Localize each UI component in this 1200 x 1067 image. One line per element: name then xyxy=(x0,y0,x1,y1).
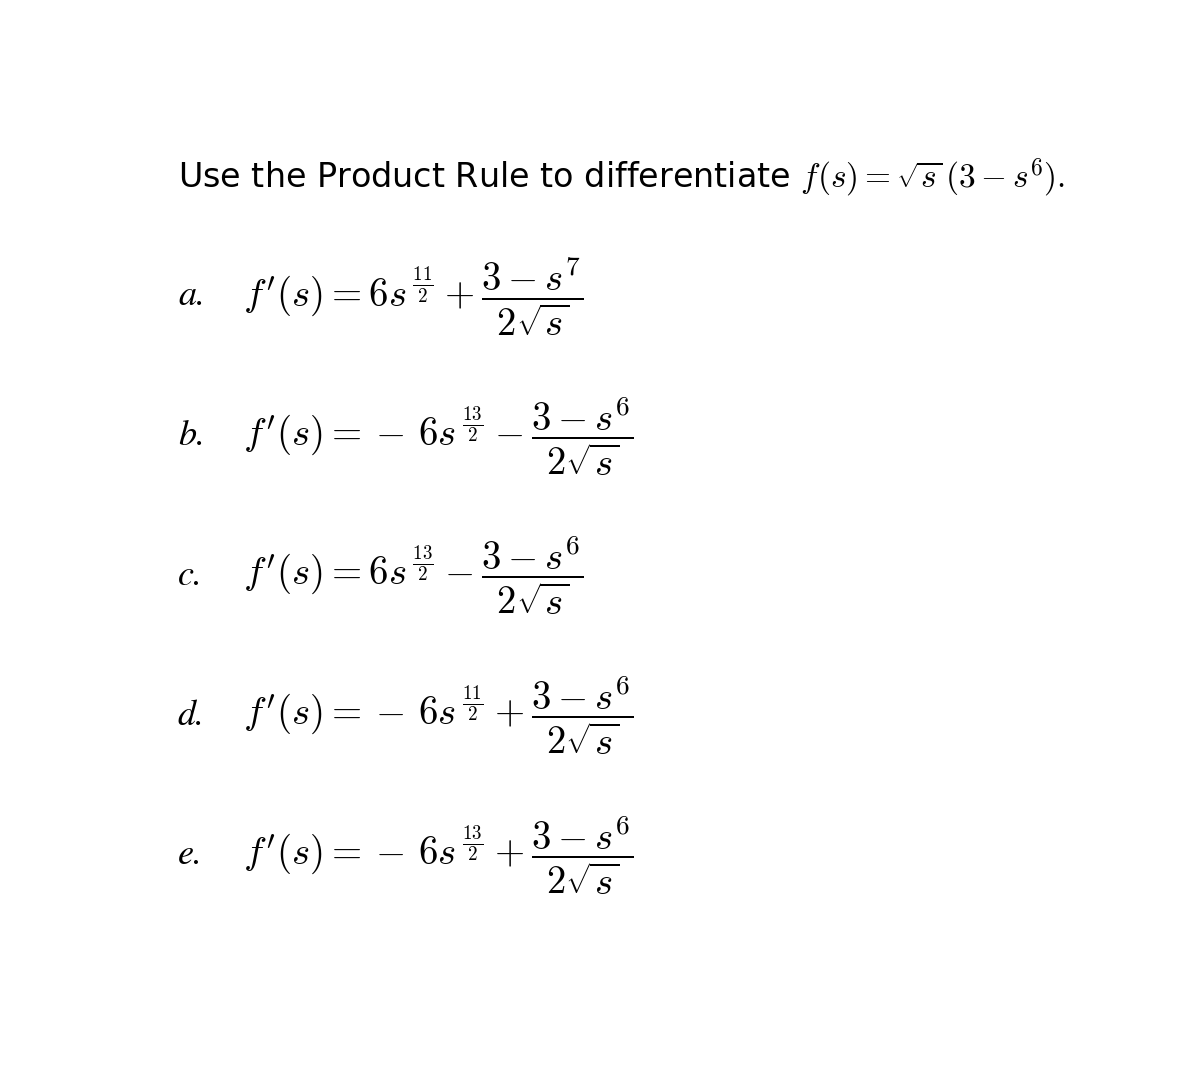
Text: $f'(s) = 6s^{\,\frac{11}{2}} + \dfrac{3 - s^{7}}{2\sqrt{s}}$: $f'(s) = 6s^{\,\frac{11}{2}} + \dfrac{3 … xyxy=(242,255,583,337)
Text: Use the Product Rule to differentiate $f(s) = \sqrt{s}\,(3 - s^{6}).$: Use the Product Rule to differentiate $f… xyxy=(178,157,1066,200)
Text: a.: a. xyxy=(178,281,205,313)
Text: $f'(s) = -\,6s^{\,\frac{13}{2}} - \dfrac{3 - s^{6}}{2\sqrt{s}}$: $f'(s) = -\,6s^{\,\frac{13}{2}} - \dfrac… xyxy=(242,395,634,478)
Text: b.: b. xyxy=(178,420,205,452)
Text: c.: c. xyxy=(178,560,203,592)
Text: e.: e. xyxy=(178,839,203,871)
Text: $f'(s) = 6s^{\,\frac{13}{2}} - \dfrac{3 - s^{6}}{2\sqrt{s}}$: $f'(s) = 6s^{\,\frac{13}{2}} - \dfrac{3 … xyxy=(242,535,583,618)
Text: $f'(s) = -\,6s^{\,\frac{11}{2}} + \dfrac{3 - s^{6}}{2\sqrt{s}}$: $f'(s) = -\,6s^{\,\frac{11}{2}} + \dfrac… xyxy=(242,674,634,758)
Text: d.: d. xyxy=(178,700,205,732)
Text: $f'(s) = -\,6s^{\,\frac{13}{2}} + \dfrac{3 - s^{6}}{2\sqrt{s}}$: $f'(s) = -\,6s^{\,\frac{13}{2}} + \dfrac… xyxy=(242,813,634,896)
